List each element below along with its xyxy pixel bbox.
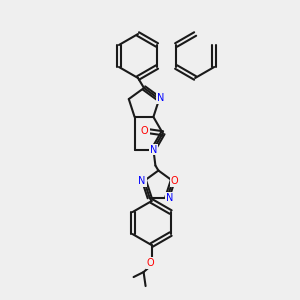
Text: N: N [166,193,173,203]
Text: N: N [157,93,164,103]
Text: N: N [139,176,146,186]
Text: O: O [171,176,178,186]
Text: N: N [150,145,157,154]
Text: O: O [141,126,148,136]
Text: O: O [147,258,154,268]
